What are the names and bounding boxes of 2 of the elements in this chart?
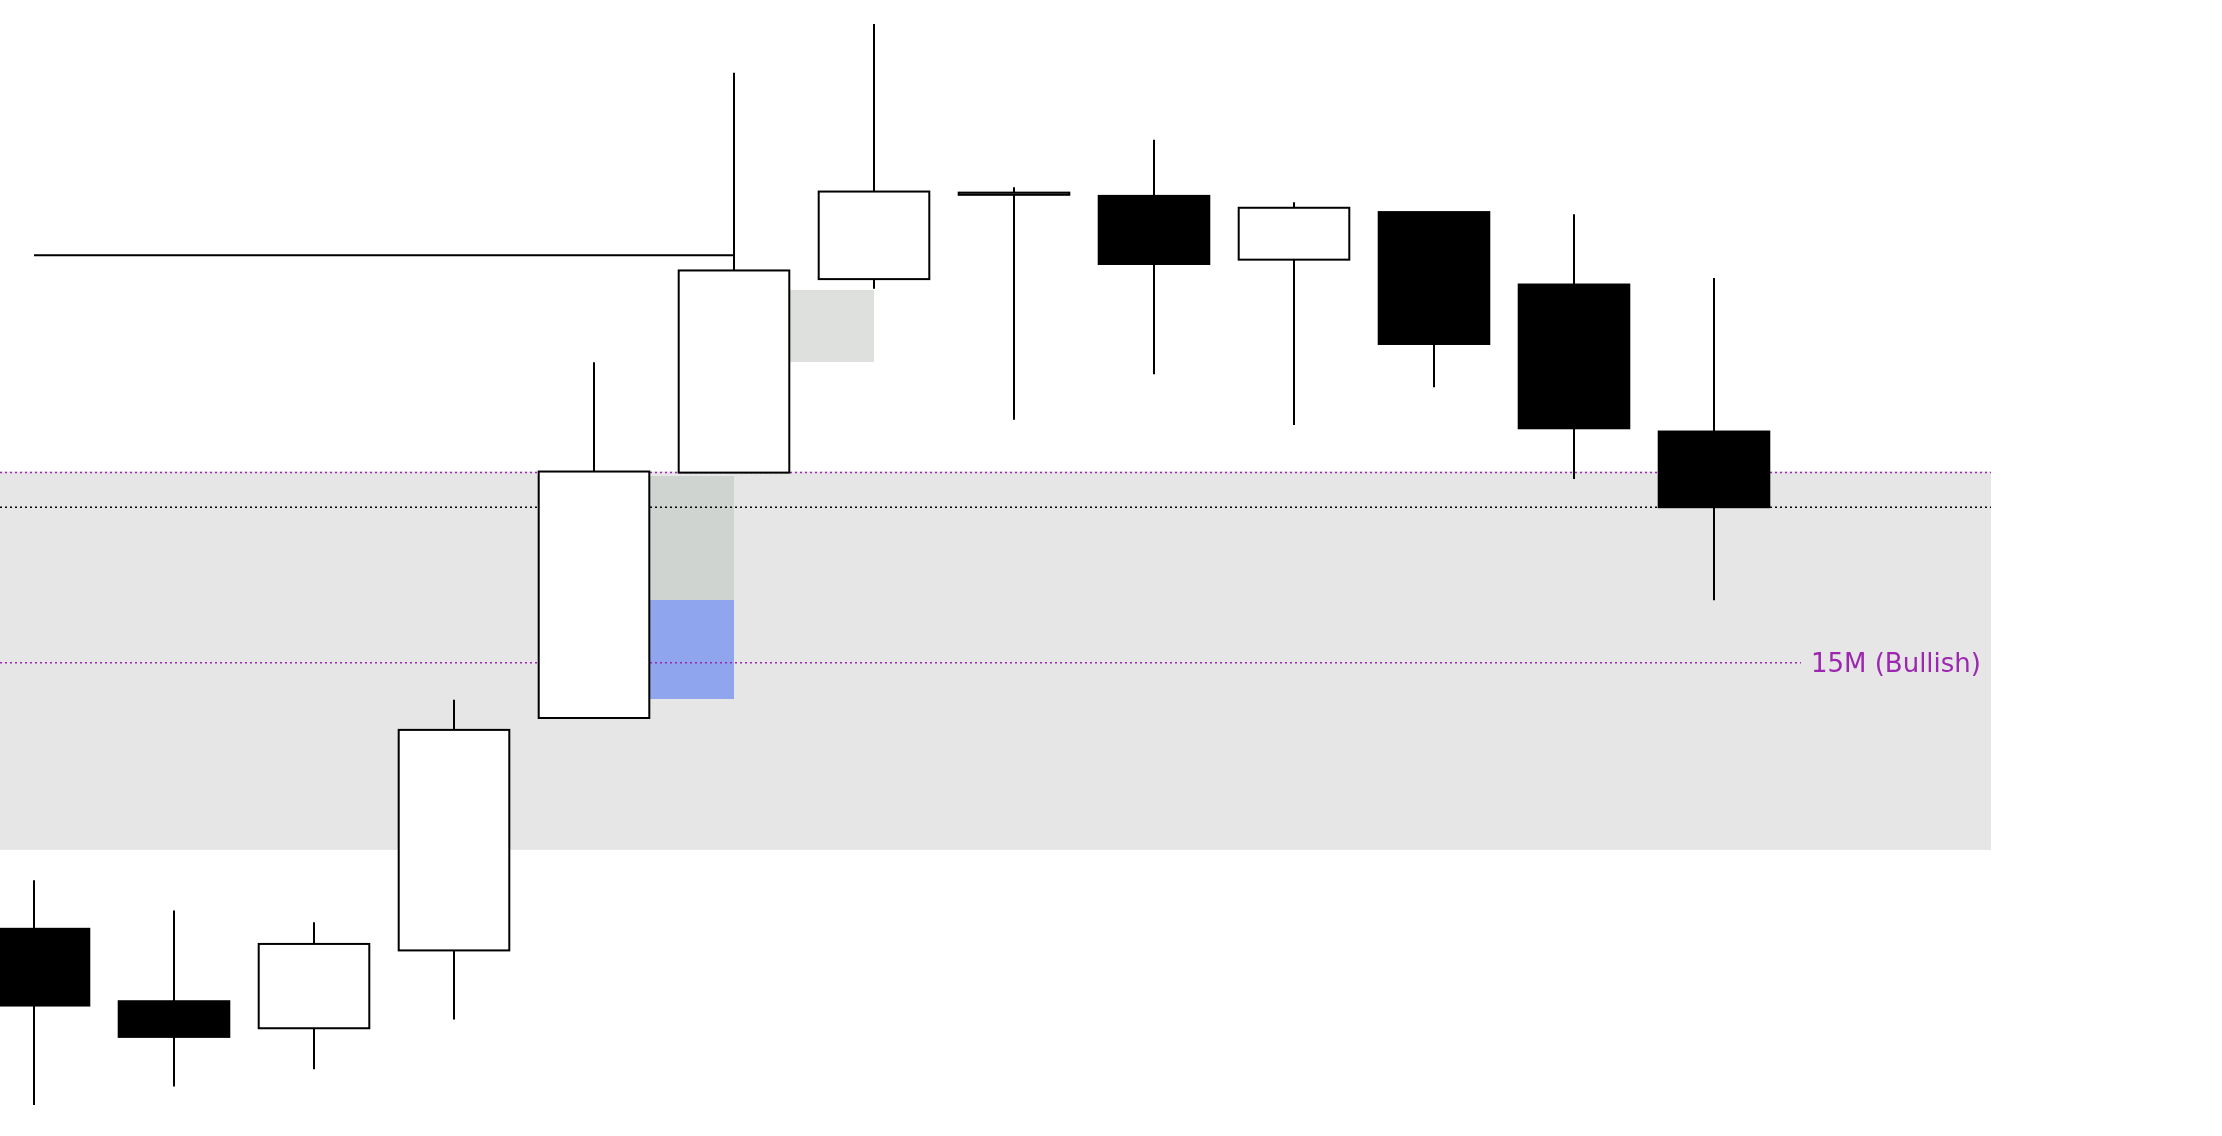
- ref-line-label: 15M (Bullish): [1810, 647, 1981, 678]
- candlestick: [957, 186, 1071, 421]
